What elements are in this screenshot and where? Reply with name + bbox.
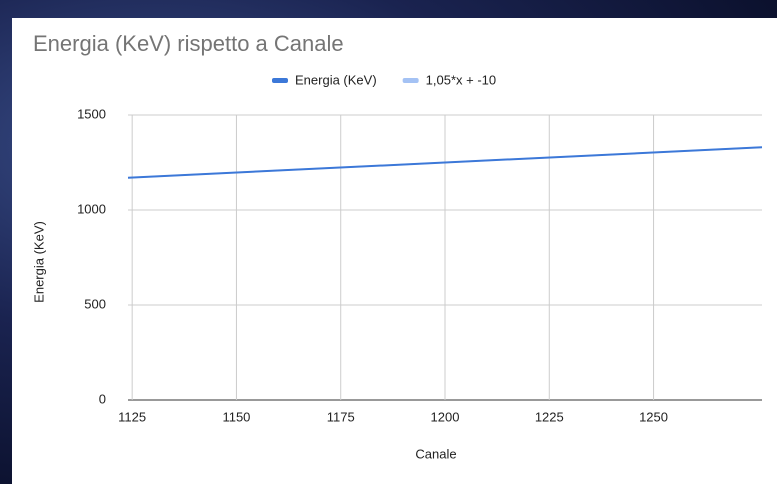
legend-label: Energia (KeV) [295,72,377,87]
x-axis-label: Canale [415,446,456,461]
y-tick-label: 1000 [77,201,106,216]
x-tick-label: 1225 [535,409,564,424]
y-tick-label: 0 [99,391,106,406]
x-tick-label: 1175 [327,409,355,424]
chart-card [12,18,777,484]
legend-swatch [272,78,288,83]
y-tick-label: 500 [84,296,106,311]
x-tick-label: 1250 [639,409,668,424]
y-tick-label: 1500 [77,106,106,121]
chart-title: Energia (KeV) rispetto a Canale [33,31,344,56]
y-axis-label: Energia (KeV) [31,221,46,303]
x-tick-label: 1125 [118,409,146,424]
x-tick-label: 1200 [431,409,460,424]
series-line [127,146,763,179]
legend-label: 1,05*x + -10 [426,72,496,87]
legend-swatch [402,78,419,83]
x-tick-label: 1150 [222,409,250,424]
